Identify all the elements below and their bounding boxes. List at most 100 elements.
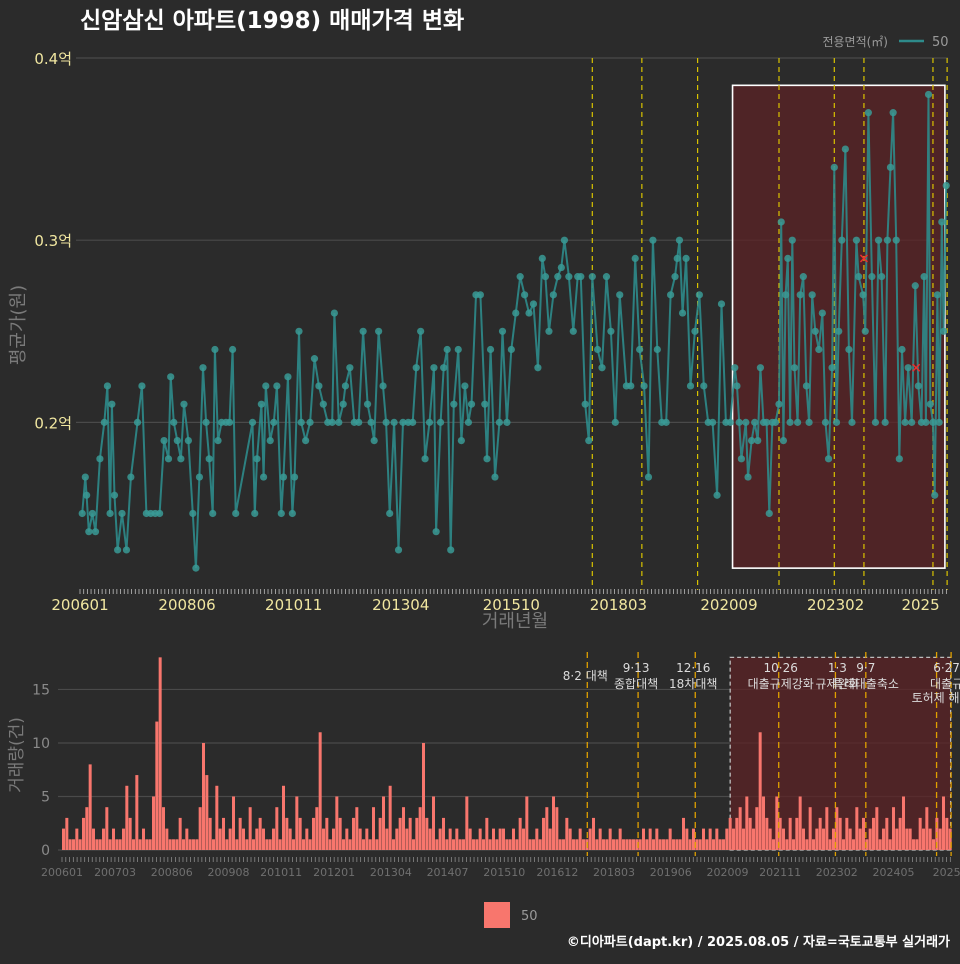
volume-bar: [278, 839, 282, 850]
data-point: [881, 418, 889, 426]
volume-bar: [225, 839, 229, 850]
data-point: [929, 418, 937, 426]
data-point: [457, 437, 465, 445]
data-point: [859, 291, 867, 299]
volume-x-tick-label: 200601: [41, 866, 83, 879]
volume-bar: [508, 839, 512, 850]
volume-bar: [592, 817, 595, 850]
volume-bar: [185, 828, 189, 850]
volume-bar: [815, 828, 819, 850]
data-point: [180, 400, 188, 408]
volume-bar: [488, 839, 492, 850]
data-point: [512, 309, 520, 317]
data-point: [838, 236, 846, 244]
data-point: [824, 455, 833, 463]
data-point: [379, 382, 387, 390]
volume-bar: [182, 839, 185, 850]
volume-bar: [135, 775, 139, 850]
data-point: [611, 418, 619, 426]
volume-bar: [252, 839, 255, 850]
data-point: [892, 236, 900, 244]
data-point: [942, 181, 950, 190]
volume-bar: [875, 807, 879, 850]
policy-label: 9·13: [623, 661, 650, 675]
data-point: [828, 364, 836, 372]
volume-bar: [678, 839, 682, 850]
data-point: [127, 473, 135, 481]
volume-bar: [595, 839, 599, 850]
data-point: [262, 382, 270, 390]
x-tick-label: 201803: [590, 596, 647, 614]
volume-bar: [242, 828, 245, 850]
data-point: [205, 455, 213, 463]
data-point: [737, 455, 745, 463]
volume-bar: [662, 839, 665, 850]
data-point: [933, 291, 941, 299]
policy-label: 1·3: [828, 661, 847, 675]
data-point: [691, 327, 699, 335]
volume-bar: [155, 721, 159, 850]
data-point: [569, 327, 577, 335]
volume-y-tick-label: 0: [41, 843, 50, 859]
volume-bar: [545, 807, 549, 850]
volume-bar: [212, 839, 215, 850]
data-point: [273, 382, 281, 390]
data-point: [538, 254, 546, 263]
data-point: [598, 364, 606, 372]
data-point: [382, 418, 390, 426]
volume-bar: [622, 839, 625, 850]
volume-bar: [765, 817, 769, 850]
volume-bar: [372, 807, 375, 850]
volume-bar: [742, 828, 745, 850]
data-point: [796, 291, 804, 299]
data-point: [279, 473, 288, 481]
volume-y-tick-label: 5: [41, 789, 50, 805]
volume-bar: [265, 839, 269, 850]
data-point: [686, 382, 695, 390]
data-point: [266, 437, 274, 445]
data-point: [277, 509, 285, 518]
volume-bar: [628, 839, 632, 850]
data-point: [192, 564, 200, 572]
volume-bar: [752, 828, 755, 850]
x-tick-label: 2025: [901, 596, 939, 614]
data-point: [495, 418, 504, 426]
volume-bar: [118, 839, 122, 850]
volume-bar: [368, 839, 372, 850]
volume-bar: [948, 828, 952, 850]
volume-bar: [498, 828, 502, 850]
data-point: [164, 455, 173, 463]
data-point: [922, 418, 930, 426]
volume-bar: [188, 839, 192, 850]
data-point: [682, 254, 690, 263]
data-point: [557, 263, 565, 272]
volume-bar: [672, 839, 675, 850]
data-point: [295, 327, 303, 335]
data-point: [775, 400, 783, 408]
data-point: [667, 291, 675, 299]
data-point: [270, 418, 278, 426]
data-point: [503, 418, 511, 426]
data-point: [461, 382, 469, 390]
data-point: [818, 309, 826, 317]
volume-x-tick-label: 202405: [872, 866, 914, 879]
volume-x-tick-label: 201803: [593, 866, 635, 879]
data-point: [649, 236, 657, 244]
data-point: [425, 418, 434, 426]
data-point: [290, 473, 299, 481]
volume-bar: [398, 817, 402, 850]
volume-bar: [615, 839, 619, 850]
policy-label: 대출규제강화: [748, 677, 814, 691]
volume-bar: [455, 828, 459, 850]
data-point: [211, 345, 219, 354]
volume-bar: [205, 775, 209, 850]
data-point: [733, 382, 741, 390]
volume-bar: [112, 828, 115, 850]
volume-bar: [108, 839, 112, 850]
data-point: [744, 473, 752, 481]
x-tick-label: 202302: [807, 596, 864, 614]
data-point: [726, 418, 734, 426]
data-point: [229, 345, 237, 354]
volume-bar: [495, 839, 499, 850]
